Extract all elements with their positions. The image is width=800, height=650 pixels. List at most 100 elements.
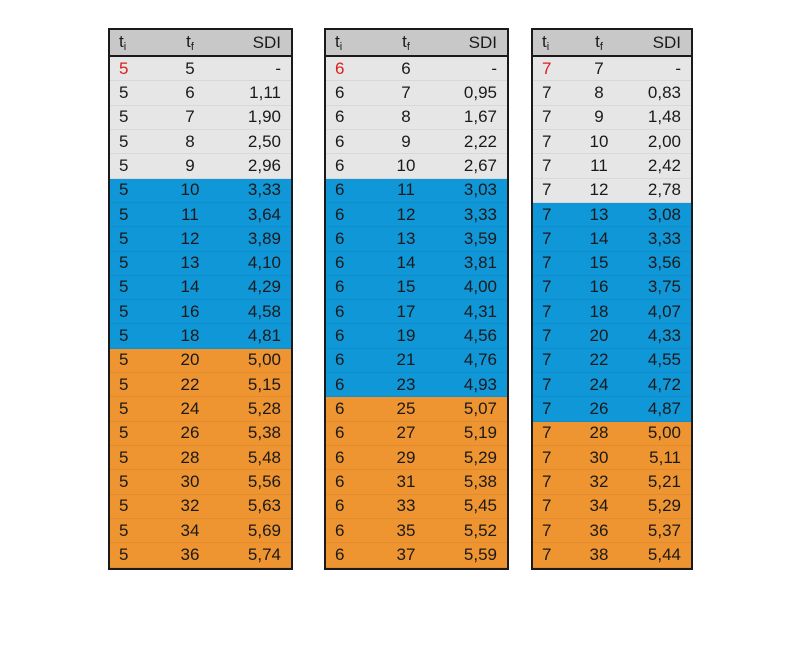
table-header-row: ti tf SDI — [110, 30, 291, 57]
table-row: 6 11 3,03 — [326, 178, 507, 203]
cell-tf: 16 — [180, 301, 200, 321]
cell-sdi: 5,59 — [463, 544, 497, 564]
table-row: 7 9 1,48 — [533, 105, 691, 130]
cell-ti: 5 — [119, 496, 129, 516]
table-row: 7 16 3,75 — [533, 275, 691, 301]
table-row: 5 8 2,50 — [110, 129, 291, 155]
table-row: 5 36 5,74 — [110, 543, 291, 568]
header-ti-base: t — [542, 32, 547, 51]
cell-ti: 5 — [119, 350, 129, 370]
table-row: 6 8 1,67 — [326, 105, 507, 130]
cell-ti: 7 — [542, 253, 552, 273]
cell-tf: 8 — [185, 131, 195, 151]
header-tf-base: t — [186, 32, 191, 51]
cell-tf: 20 — [589, 326, 609, 346]
cell-tf: 9 — [594, 107, 604, 127]
table-row: 6 15 4,00 — [326, 275, 507, 301]
cell-ti: 7 — [542, 374, 552, 394]
header-ti: ti — [110, 32, 165, 53]
header-tf-sub: f — [406, 41, 410, 53]
cell-ti: 5 — [119, 399, 129, 419]
sdi-table-2: ti tf SDI 6 6-6 7 0,95 6 8 1,67 6 9 2,22 6 10 2,67 6 11 3,… — [324, 28, 509, 570]
table-row: 7 14 3,33 — [533, 227, 691, 252]
cell-tf: 28 — [589, 423, 609, 443]
cell-tf: 7 — [401, 82, 411, 102]
table-row: 5 18 4,81 — [110, 324, 291, 349]
cell-sdi: 5,38 — [463, 471, 497, 491]
cell-ti: 7 — [542, 107, 552, 127]
cell-tf: 18 — [589, 301, 609, 321]
cell-ti: 6 — [335, 180, 345, 200]
cell-sdi: 4,72 — [647, 374, 681, 394]
cell-tf: 22 — [180, 374, 200, 394]
cell-tf: 6 — [185, 82, 195, 102]
cell-sdi: 5,56 — [247, 471, 281, 491]
cell-ti: 5 — [119, 107, 129, 127]
cell-sdi: 4,56 — [463, 326, 497, 346]
cell-tf: 15 — [589, 253, 609, 273]
header-sdi: SDI — [468, 32, 497, 52]
cell-tf: 25 — [396, 399, 416, 419]
table-row: 7 34 5,29 — [533, 494, 691, 519]
table-row: 6 21 4,76 — [326, 348, 507, 374]
table-row: 6 9 2,22 — [326, 129, 507, 155]
cell-tf: 12 — [589, 180, 609, 200]
table-row: 7 22 4,55 — [533, 348, 691, 374]
table-row: 6 35 5,52 — [326, 518, 507, 544]
cell-tf: 12 — [396, 204, 416, 224]
cell-sdi: 4,76 — [463, 350, 497, 370]
cell-ti: 5 — [119, 374, 129, 394]
cell-sdi: 4,00 — [463, 277, 497, 297]
table-row: 6 10 2,67 — [326, 154, 507, 179]
cell-tf: 31 — [396, 471, 416, 491]
cell-ti: 5 — [119, 326, 129, 346]
cell-sdi: 5,38 — [247, 423, 281, 443]
table-row: 6 19 4,56 — [326, 324, 507, 349]
table-row: 5 13 4,10 — [110, 251, 291, 276]
cell-ti: 7 — [542, 520, 552, 540]
cell-sdi: 1,11 — [249, 82, 281, 102]
cell-sdi: 5,15 — [247, 374, 281, 394]
cell-tf: 10 — [180, 180, 200, 200]
cell-ti: 6 — [335, 131, 345, 151]
cell-tf: 10 — [589, 131, 609, 151]
table-row: 5 16 4,58 — [110, 300, 291, 325]
table-row: 7 13 3,08 — [533, 202, 691, 228]
cell-tf: 30 — [180, 471, 200, 491]
cell-tf: 7 — [594, 58, 604, 78]
cell-ti: 6 — [335, 82, 345, 102]
table-row: 5 28 5,48 — [110, 446, 291, 471]
cell-sdi: 4,93 — [463, 374, 497, 394]
header-sdi: SDI — [252, 32, 281, 52]
cell-sdi: 5,00 — [247, 350, 281, 370]
cell-tf: 21 — [396, 350, 416, 370]
cell-sdi: 5,52 — [463, 520, 497, 540]
table-row: 5 10 3,33 — [110, 178, 291, 203]
cell-sdi: 2,78 — [647, 180, 681, 200]
table-row: 5 34 5,69 — [110, 518, 291, 544]
table-row: 7 7 - — [533, 57, 691, 82]
cell-tf: 17 — [396, 301, 416, 321]
cell-ti: 7 — [542, 155, 552, 175]
table-row: 5 32 5,63 — [110, 494, 291, 519]
header-tf-sub: f — [599, 41, 603, 53]
cell-sdi: 4,58 — [247, 301, 281, 321]
cell-sdi: 5,44 — [647, 544, 681, 564]
header-ti: ti — [533, 32, 575, 53]
cell-sdi: 3,03 — [463, 180, 497, 200]
cell-sdi: 2,96 — [247, 155, 281, 175]
cell-ti: 5 — [119, 423, 129, 443]
cell-sdi: 5,00 — [647, 423, 681, 443]
cell-ti: 7 — [542, 399, 552, 419]
cell-sdi: 2,50 — [247, 131, 281, 151]
cell-tf: 11 — [181, 204, 199, 224]
cell-sdi: 4,87 — [647, 399, 681, 419]
cell-tf: 11 — [397, 180, 415, 200]
cell-ti: 7 — [542, 131, 552, 151]
table-row: 7 20 4,33 — [533, 324, 691, 349]
cell-ti: 7 — [542, 58, 552, 78]
cell-ti: 5 — [119, 471, 129, 491]
cell-sdi: 3,33 — [463, 204, 497, 224]
table-row: 7 36 5,37 — [533, 518, 691, 544]
table-row: 6 25 5,07 — [326, 397, 507, 422]
